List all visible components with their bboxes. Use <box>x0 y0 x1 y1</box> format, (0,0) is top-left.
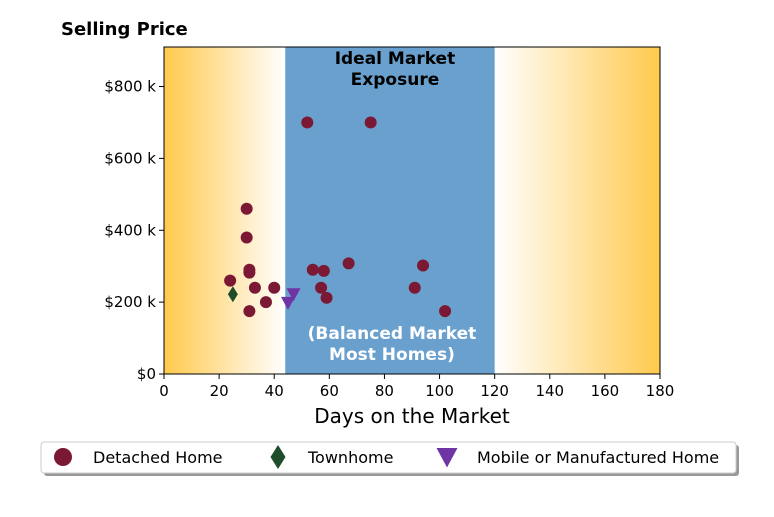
annotation-top-line: Ideal Market <box>335 49 456 69</box>
x-tick-label: 40 <box>265 382 284 400</box>
x-axis-label: Days on the Market <box>314 404 510 428</box>
legend-label: Mobile or Manufactured Home <box>477 448 719 467</box>
gradient-left <box>164 47 286 374</box>
detached-home-point <box>342 257 355 270</box>
x-tick-label: 80 <box>375 382 394 400</box>
detached-home-point <box>224 274 237 287</box>
townhome-point <box>227 286 238 303</box>
x-tick-label: 20 <box>210 382 229 400</box>
detached-home-point <box>248 281 261 294</box>
plot-frame <box>163 46 661 375</box>
detached-home-point <box>408 281 421 294</box>
legend-label: Detached Home <box>93 448 223 467</box>
detached-home-point <box>243 266 256 279</box>
detached-home-point <box>315 281 328 294</box>
annotation-top-line: Exposure <box>351 70 440 90</box>
x-tick-label: 140 <box>535 382 564 400</box>
y-tick-label: $800 k <box>104 78 156 96</box>
chart-title: Selling Price <box>61 19 188 40</box>
legend: Detached Home Townhome Mobile or Manufactu… <box>40 441 739 476</box>
legend-marker <box>54 448 72 466</box>
detached-home-point <box>240 202 253 215</box>
ideal-exposure-band <box>285 47 495 374</box>
y-tick-label: $400 k <box>104 221 156 239</box>
y-tick-label: $600 k <box>104 149 156 167</box>
y-tick-label: $200 k <box>104 293 156 311</box>
legend-box <box>40 441 737 474</box>
detached-home-point <box>259 296 272 309</box>
detached-home-point <box>301 116 314 129</box>
legend-label: Townhome <box>307 448 393 467</box>
detached-home-point <box>417 259 430 272</box>
detached-home-point <box>364 116 377 129</box>
x-tick-label: 60 <box>320 382 339 400</box>
annotation-bottom-line: Most Homes) <box>329 345 455 365</box>
x-tick-label: 120 <box>480 382 509 400</box>
y-tick-label: $0 <box>137 365 156 383</box>
detached-home-point <box>243 305 256 318</box>
detached-home-point <box>439 305 452 318</box>
x-tick-label: 180 <box>646 382 675 400</box>
detached-home-point <box>320 291 333 304</box>
detached-home-point <box>240 231 253 244</box>
mobile-or-manufactured-home-point <box>281 296 295 310</box>
x-tick-label: 100 <box>425 382 454 400</box>
annotation-bottom-line: (Balanced Market <box>308 324 477 344</box>
legend-marker <box>270 445 286 469</box>
detached-home-point <box>317 264 330 277</box>
legend-marker <box>436 448 458 468</box>
gradient-right <box>494 47 660 374</box>
detached-home-point <box>306 263 319 276</box>
x-tick-label: 0 <box>159 382 169 400</box>
detached-home-point <box>268 281 281 294</box>
x-tick-label: 160 <box>591 382 620 400</box>
mobile-or-manufactured-home-point <box>286 288 301 302</box>
